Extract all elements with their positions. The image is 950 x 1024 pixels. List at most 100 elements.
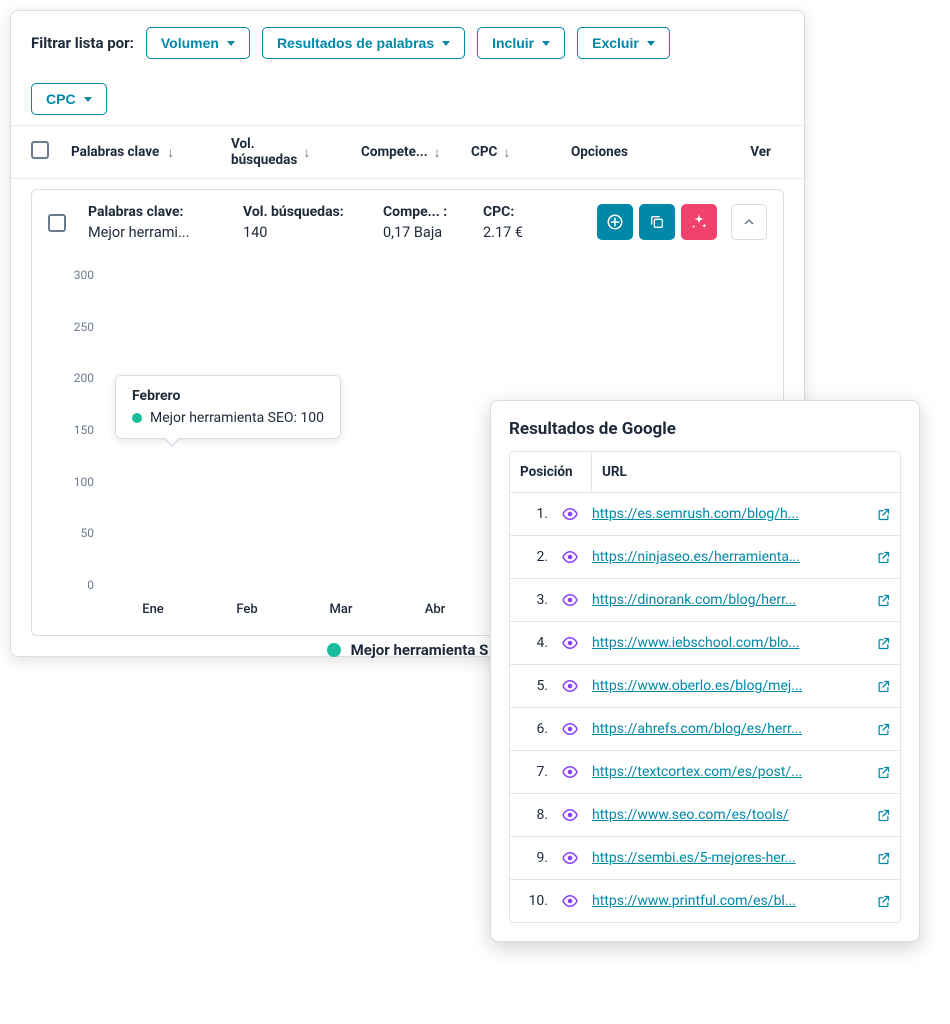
table-header: Palabras clave↓ Vol.búsquedas↓ Compete..… — [11, 126, 804, 179]
serp-row: 4.https://www.iebschool.com/blo... — [510, 622, 900, 665]
external-link-icon — [876, 722, 891, 737]
preview-button[interactable] — [552, 892, 588, 910]
filter-excluir-label: Excluir — [592, 35, 639, 51]
serp-link[interactable]: https://es.semrush.com/blog/h... — [592, 506, 799, 522]
col-competition[interactable]: Compete...↓ — [361, 144, 471, 161]
serp-position: 10. — [510, 880, 552, 922]
preview-button[interactable] — [552, 849, 588, 867]
collapse-button[interactable] — [731, 204, 767, 240]
open-external-button[interactable] — [866, 636, 900, 651]
eye-icon — [561, 763, 579, 781]
col-keyword[interactable]: Palabras clave↓ — [71, 144, 231, 161]
legend-dot-icon — [327, 643, 341, 657]
filter-excluir[interactable]: Excluir — [577, 27, 670, 59]
serp-col-position: Posición — [510, 452, 592, 492]
cell-competition-value: 0,17 Baja — [383, 224, 471, 241]
chevron-down-icon — [647, 41, 655, 46]
serp-position: 5. — [510, 665, 552, 707]
open-external-button[interactable] — [866, 765, 900, 780]
open-external-button[interactable] — [866, 851, 900, 866]
serp-link[interactable]: https://www.iebschool.com/blo... — [592, 635, 799, 651]
open-external-button[interactable] — [866, 507, 900, 522]
cell-cpc: CPC: 2.17 € — [483, 204, 563, 241]
open-external-button[interactable] — [866, 894, 900, 909]
external-link-icon — [876, 808, 891, 823]
preview-button[interactable] — [552, 634, 588, 652]
serp-link[interactable]: https://sembi.es/5-mejores-her... — [592, 850, 796, 866]
serp-link[interactable]: https://ahrefs.com/blog/es/herr... — [592, 721, 802, 737]
external-link-icon — [876, 765, 891, 780]
select-all-checkbox[interactable] — [31, 141, 49, 159]
y-axis: 050100150200250300 — [52, 275, 102, 585]
serp-row: 3.https://dinorank.com/blog/herr... — [510, 579, 900, 622]
cell-keyword-value: Mejor herrami... — [88, 224, 231, 241]
cell-keyword: Palabras clave: Mejor herrami... — [88, 204, 243, 241]
filter-incluir-label: Incluir — [492, 35, 534, 51]
eye-icon — [561, 677, 579, 695]
serp-position: 7. — [510, 751, 552, 793]
copy-button[interactable] — [639, 204, 675, 240]
legend-label: Mejor herramienta S — [351, 641, 489, 659]
serp-url: https://textcortex.com/es/post/... — [588, 764, 866, 780]
col-volume[interactable]: Vol.búsquedas↓ — [231, 136, 361, 168]
cell-cpc-label: CPC: — [483, 204, 551, 220]
x-tick: Mar — [303, 602, 379, 617]
external-link-icon — [876, 550, 891, 565]
serp-url: https://www.oberlo.es/blog/mej... — [588, 678, 866, 694]
serp-link[interactable]: https://www.printful.com/es/bl... — [592, 893, 796, 909]
serp-position: 1. — [510, 493, 552, 535]
chevron-down-icon — [542, 41, 550, 46]
preview-button[interactable] — [552, 720, 588, 738]
col-view: Ver — [721, 144, 771, 160]
row-actions — [597, 204, 767, 240]
filter-incluir[interactable]: Incluir — [477, 27, 565, 59]
y-tick: 50 — [81, 526, 95, 540]
sparkle-icon — [690, 213, 708, 231]
serp-header: Posición URL — [510, 452, 900, 493]
copy-icon — [649, 214, 665, 230]
open-external-button[interactable] — [866, 679, 900, 694]
serp-link[interactable]: https://ninjaseo.es/herramienta... — [592, 549, 800, 565]
eye-icon — [561, 634, 579, 652]
open-external-button[interactable] — [866, 722, 900, 737]
eye-icon — [561, 720, 579, 738]
filter-volumen-label: Volumen — [161, 35, 219, 51]
serp-position: 6. — [510, 708, 552, 750]
serp-url: https://www.printful.com/es/bl... — [588, 893, 866, 909]
serp-position: 9. — [510, 837, 552, 879]
preview-button[interactable] — [552, 591, 588, 609]
preview-button[interactable] — [552, 505, 588, 523]
serp-url: https://www.iebschool.com/blo... — [588, 635, 866, 651]
eye-icon — [561, 849, 579, 867]
plus-circle-icon — [606, 213, 624, 231]
serp-link[interactable]: https://www.oberlo.es/blog/mej... — [592, 678, 802, 694]
sort-icon: ↓ — [434, 144, 441, 161]
filter-resultados-label: Resultados de palabras — [277, 35, 434, 51]
serp-row: 2. https://ninjaseo.es/herramienta... — [510, 536, 900, 579]
filter-cpc[interactable]: CPC — [31, 83, 107, 115]
google-results-panel: Resultados de Google Posición URL 1.http… — [490, 400, 920, 942]
open-external-button[interactable] — [866, 550, 900, 565]
sort-icon: ↓ — [503, 144, 510, 161]
open-external-button[interactable] — [866, 593, 900, 608]
filter-volumen[interactable]: Volumen — [146, 27, 250, 59]
preview-button[interactable] — [552, 763, 588, 781]
col-cpc[interactable]: CPC↓ — [471, 144, 571, 161]
preview-button[interactable] — [552, 806, 588, 824]
preview-button[interactable] — [552, 548, 588, 566]
y-tick: 250 — [74, 320, 94, 334]
serp-link[interactable]: https://dinorank.com/blog/herr... — [592, 592, 796, 608]
serp-url: https://dinorank.com/blog/herr... — [588, 592, 866, 608]
serp-position: 2. — [510, 536, 552, 578]
y-tick: 100 — [74, 475, 94, 489]
serp-link[interactable]: https://www.seo.com/es/tools/ — [592, 807, 789, 823]
ai-button[interactable] — [681, 204, 717, 240]
filter-resultados[interactable]: Resultados de palabras — [262, 27, 465, 59]
open-external-button[interactable] — [866, 808, 900, 823]
serp-link[interactable]: https://textcortex.com/es/post/... — [592, 764, 802, 780]
external-link-icon — [876, 636, 891, 651]
preview-button[interactable] — [552, 677, 588, 695]
row-checkbox[interactable] — [48, 214, 66, 232]
add-button[interactable] — [597, 204, 633, 240]
chevron-down-icon — [227, 41, 235, 46]
